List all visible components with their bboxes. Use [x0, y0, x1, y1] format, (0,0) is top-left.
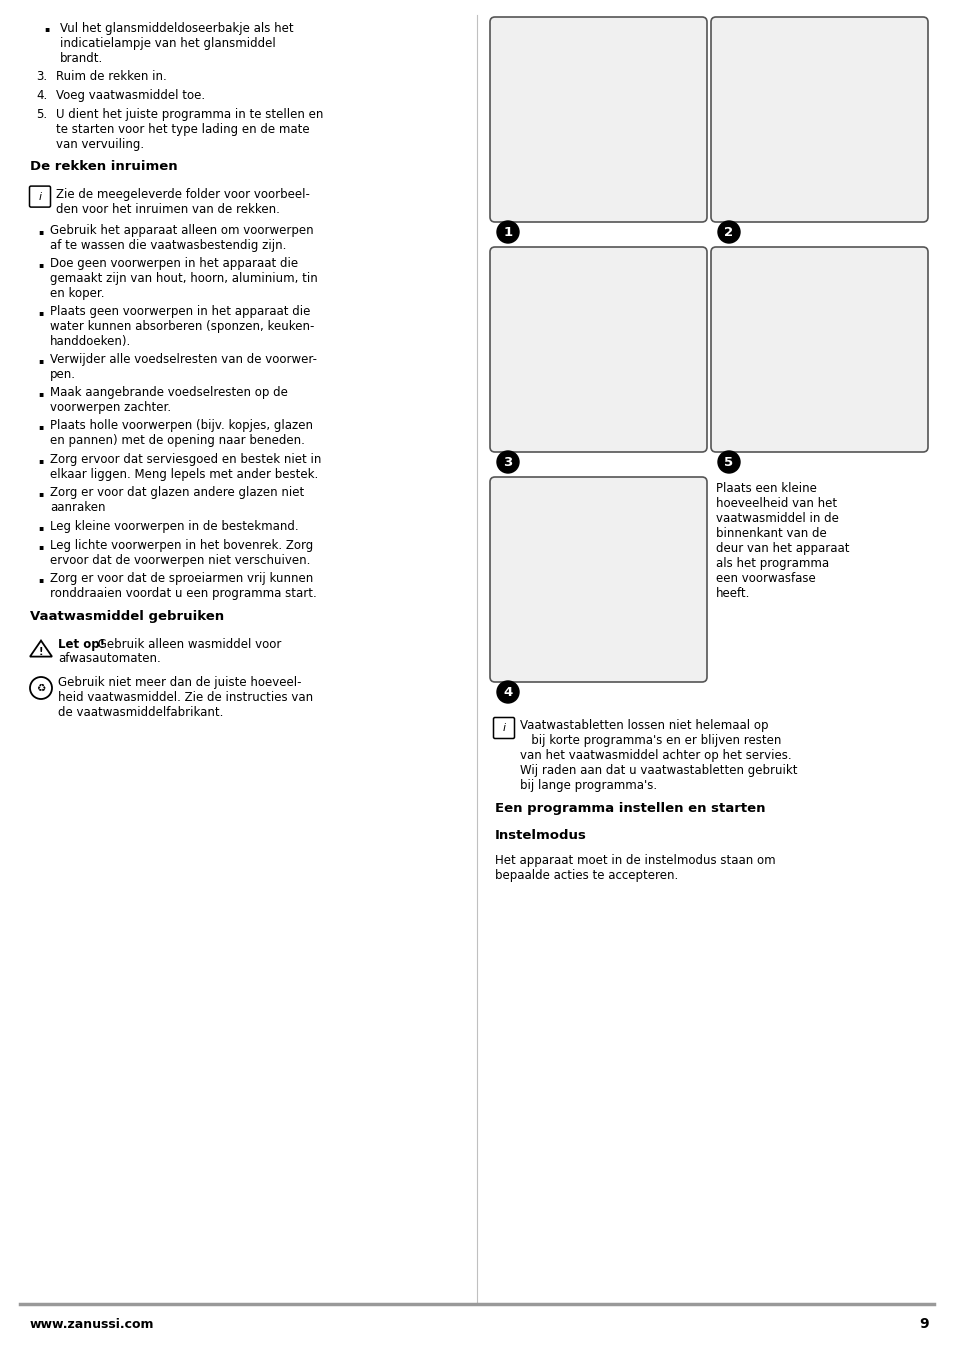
Text: Gebruik niet meer dan de juiste hoeveel-
heid vaatwasmiddel. Zie de instructies : Gebruik niet meer dan de juiste hoeveel-…: [58, 676, 313, 719]
FancyBboxPatch shape: [490, 477, 706, 681]
Text: 2: 2: [723, 226, 733, 238]
Text: ▪: ▪: [44, 24, 49, 32]
Circle shape: [497, 452, 518, 473]
Text: ▪: ▪: [38, 489, 43, 498]
FancyBboxPatch shape: [490, 247, 706, 452]
Text: Gebruik het apparaat alleen om voorwerpen
af te wassen die vaatwasbestendig zijn: Gebruik het apparaat alleen om voorwerpe…: [50, 224, 314, 251]
Circle shape: [497, 681, 518, 703]
Text: ▪: ▪: [38, 422, 43, 431]
Text: Zorg ervoor dat serviesgoed en bestek niet in
elkaar liggen. Meng lepels met and: Zorg ervoor dat serviesgoed en bestek ni…: [50, 453, 321, 481]
Text: Plaats een kleine
hoeveelheid van het
vaatwasmiddel in de
binnenkant van de
deur: Plaats een kleine hoeveelheid van het va…: [716, 483, 848, 600]
Text: Plaats holle voorwerpen (bijv. kopjes, glazen
en pannen) met de opening naar ben: Plaats holle voorwerpen (bijv. kopjes, g…: [50, 419, 313, 448]
Text: 4.: 4.: [36, 89, 48, 101]
Text: ▪: ▪: [38, 389, 43, 397]
Text: ▪: ▪: [38, 542, 43, 550]
Text: ▪: ▪: [38, 261, 43, 269]
Text: i: i: [38, 192, 42, 201]
Text: Het apparaat moet in de instelmodus staan om
bepaalde acties te accepteren.: Het apparaat moet in de instelmodus staa…: [495, 854, 775, 882]
FancyBboxPatch shape: [493, 718, 514, 738]
FancyBboxPatch shape: [30, 187, 51, 207]
Text: Een programma instellen en starten: Een programma instellen en starten: [495, 802, 764, 815]
Text: Vaatwasmiddel gebruiken: Vaatwasmiddel gebruiken: [30, 610, 224, 623]
Text: 3: 3: [503, 456, 512, 469]
Text: 3.: 3.: [36, 69, 47, 82]
Text: Plaats geen voorwerpen in het apparaat die
water kunnen absorberen (sponzen, keu: Plaats geen voorwerpen in het apparaat d…: [50, 306, 314, 347]
Text: Instelmodus: Instelmodus: [495, 829, 586, 842]
Text: Vul het glansmiddeldoseerbakje als het
indicatielampje van het glansmiddel
brand: Vul het glansmiddeldoseerbakje als het i…: [60, 22, 294, 65]
Text: ▪: ▪: [38, 575, 43, 584]
Text: Leg kleine voorwerpen in de bestekmand.: Leg kleine voorwerpen in de bestekmand.: [50, 519, 298, 533]
FancyBboxPatch shape: [710, 18, 927, 222]
Text: U dient het juiste programma in te stellen en
te starten voor het type lading en: U dient het juiste programma in te stell…: [56, 108, 323, 151]
FancyBboxPatch shape: [490, 18, 706, 222]
Text: Maak aangebrande voedselresten op de
voorwerpen zachter.: Maak aangebrande voedselresten op de voo…: [50, 387, 288, 414]
Text: Zie de meegeleverde folder voor voorbeel-
den voor het inruimen van de rekken.: Zie de meegeleverde folder voor voorbeel…: [56, 188, 310, 215]
Text: ▪: ▪: [38, 523, 43, 531]
Text: 5.: 5.: [36, 108, 47, 120]
Text: Leg lichte voorwerpen in het bovenrek. Zorg
ervoor dat de voorwerpen niet versch: Leg lichte voorwerpen in het bovenrek. Z…: [50, 539, 313, 566]
Text: Gebruik alleen wasmiddel voor: Gebruik alleen wasmiddel voor: [93, 638, 281, 650]
Text: ▪: ▪: [38, 456, 43, 465]
Text: Zorg er voor dat glazen andere glazen niet
aanraken: Zorg er voor dat glazen andere glazen ni…: [50, 487, 304, 514]
Text: afwasautomaten.: afwasautomaten.: [58, 652, 161, 665]
Text: Voeg vaatwasmiddel toe.: Voeg vaatwasmiddel toe.: [56, 89, 205, 101]
Text: Verwijder alle voedselresten van de voorwer-
pen.: Verwijder alle voedselresten van de voor…: [50, 353, 316, 381]
Text: Ruim de rekken in.: Ruim de rekken in.: [56, 69, 167, 82]
Text: i: i: [502, 723, 505, 733]
Text: !: !: [39, 646, 43, 657]
Circle shape: [718, 220, 740, 243]
Circle shape: [718, 452, 740, 473]
Text: De rekken inruimen: De rekken inruimen: [30, 160, 177, 173]
Text: 9: 9: [919, 1317, 928, 1330]
Text: 1: 1: [503, 226, 512, 238]
Text: Doe geen voorwerpen in het apparaat die
gemaakt zijn van hout, hoorn, aluminium,: Doe geen voorwerpen in het apparaat die …: [50, 257, 317, 300]
Text: www.zanussi.com: www.zanussi.com: [30, 1317, 154, 1330]
Text: Let op!: Let op!: [58, 638, 105, 650]
Text: 5: 5: [723, 456, 733, 469]
FancyBboxPatch shape: [710, 247, 927, 452]
Text: 4: 4: [503, 685, 512, 699]
Text: ▪: ▪: [38, 356, 43, 365]
Text: ▪: ▪: [38, 308, 43, 316]
Text: Vaatwastabletten lossen niet helemaal op
   bij korte programma's en er blijven : Vaatwastabletten lossen niet helemaal op…: [519, 719, 797, 792]
Text: ♻: ♻: [36, 683, 46, 694]
Circle shape: [497, 220, 518, 243]
Text: Zorg er voor dat de sproeiarmen vrij kunnen
ronddraaien voordat u een programma : Zorg er voor dat de sproeiarmen vrij kun…: [50, 572, 316, 600]
Text: ▪: ▪: [38, 227, 43, 237]
